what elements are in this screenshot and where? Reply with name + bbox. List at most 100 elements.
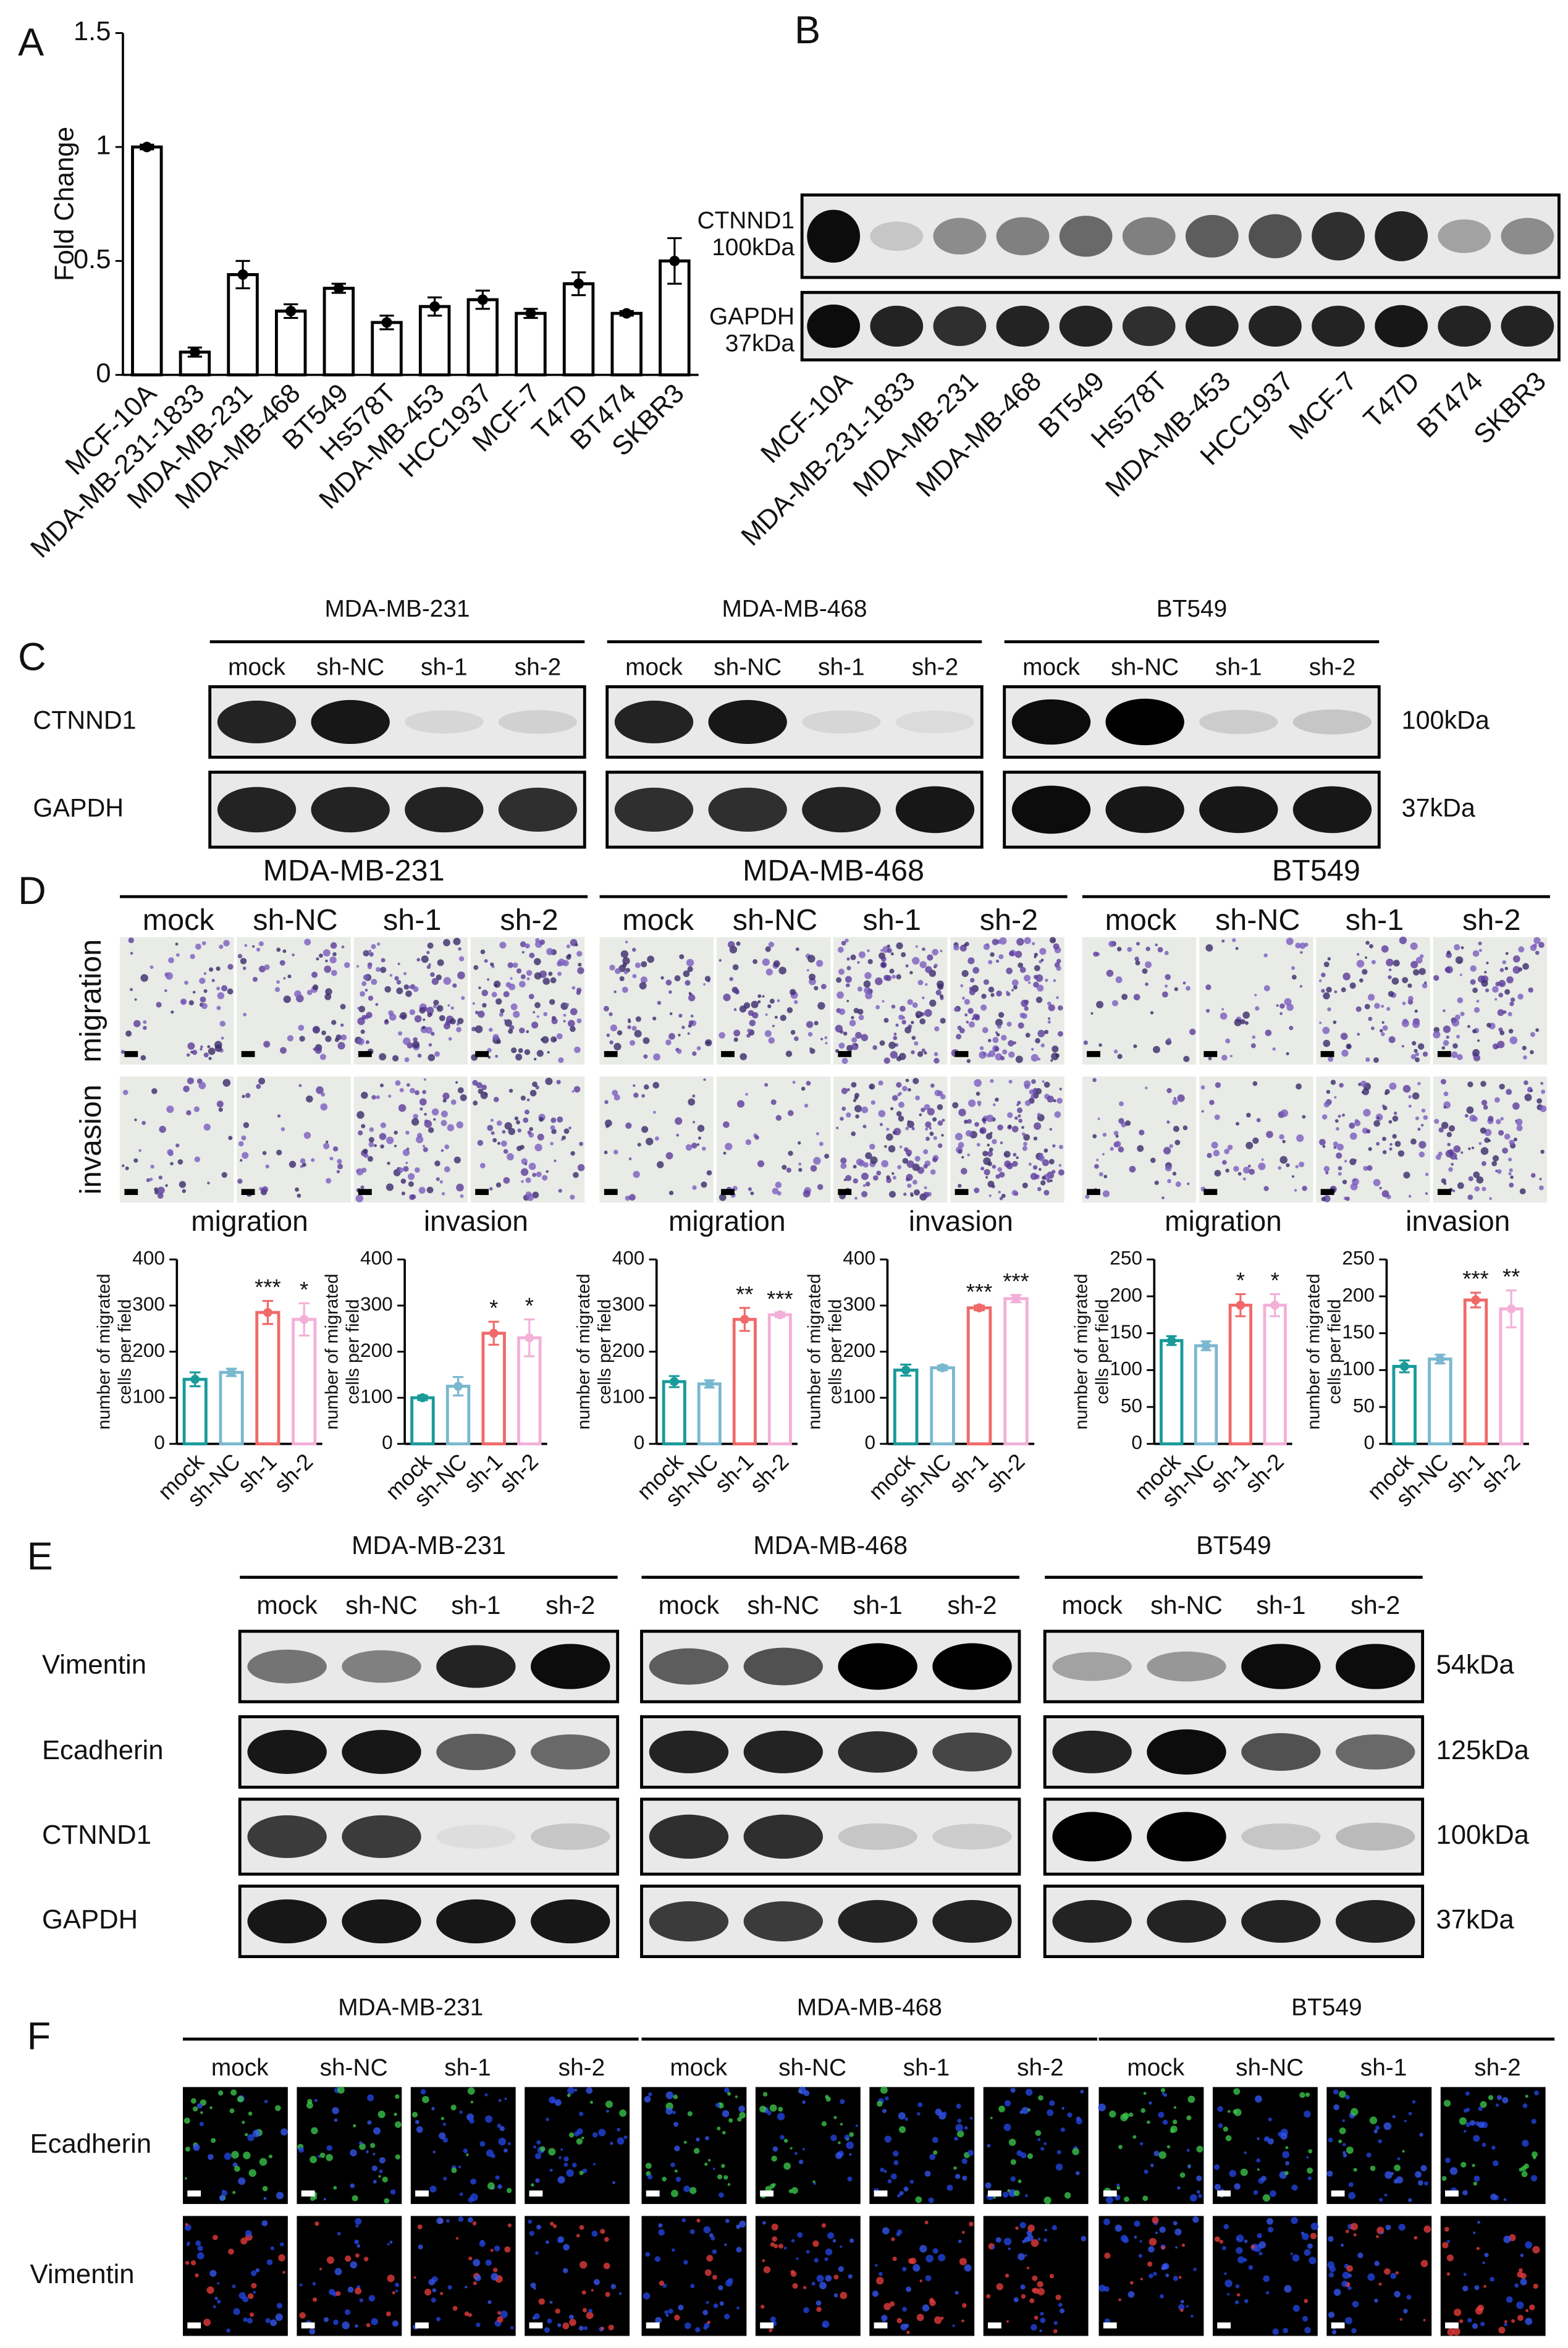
cell	[1321, 1114, 1328, 1120]
cell	[964, 2264, 972, 2272]
cell	[1013, 2297, 1019, 2302]
lane-label: sh-NC	[345, 1591, 418, 1620]
cell	[476, 1082, 483, 1089]
cell	[1134, 957, 1139, 961]
mean-dot	[901, 1366, 911, 1375]
cell	[287, 1035, 294, 1042]
cell	[536, 2224, 541, 2230]
cell	[1523, 1055, 1527, 1060]
cell	[643, 1054, 648, 1059]
tile	[641, 2087, 747, 2204]
cell	[633, 1084, 636, 1087]
cell	[1467, 1024, 1470, 1028]
cell	[242, 1152, 249, 1159]
cell	[1376, 2235, 1379, 2239]
cell	[1024, 1006, 1029, 1011]
cell	[264, 2100, 268, 2104]
cell	[1334, 1096, 1337, 1099]
fluorescence-image	[641, 2087, 747, 2204]
scale-bar	[1103, 2322, 1117, 2329]
cell	[1376, 1142, 1380, 1146]
cell	[934, 1026, 940, 1032]
cell	[300, 1158, 306, 1164]
fluorescence-image	[869, 2216, 975, 2336]
significance: ***	[966, 1279, 992, 1304]
cell	[1473, 2231, 1476, 2234]
blot-gapdh	[800, 290, 1561, 361]
cell	[1165, 2273, 1170, 2278]
cell	[237, 1178, 243, 1184]
cell	[1501, 982, 1504, 986]
cell	[1124, 2196, 1129, 2202]
cell	[849, 2132, 854, 2137]
cell	[1507, 1011, 1512, 1016]
cell	[1027, 2153, 1034, 2160]
cell	[550, 1142, 554, 1146]
cell	[1330, 1079, 1336, 1085]
cell	[719, 2301, 724, 2306]
lane-label: sh-2	[947, 1591, 997, 1620]
cell	[551, 1018, 558, 1024]
cell	[1508, 1172, 1512, 1176]
cell	[555, 2308, 560, 2314]
cell	[925, 2254, 934, 2263]
cell	[1415, 957, 1423, 964]
cell	[1415, 1052, 1420, 1057]
cell	[925, 1127, 929, 1131]
cell	[1026, 2234, 1034, 2242]
cell	[1522, 963, 1529, 970]
band	[802, 710, 881, 734]
cell	[959, 2258, 967, 2266]
cell	[1257, 2168, 1260, 2171]
cell	[150, 1164, 154, 1169]
cell	[892, 2257, 897, 2261]
cell	[525, 1109, 529, 1115]
cell	[1037, 1029, 1045, 1037]
cell	[1536, 1098, 1543, 1104]
cell	[1379, 1186, 1382, 1189]
cell	[1215, 1082, 1221, 1088]
y-axis-label: number of migrated	[574, 1273, 594, 1429]
cell	[678, 1033, 681, 1037]
cell	[988, 1194, 992, 1197]
cell	[1234, 2183, 1241, 2190]
cell	[368, 949, 372, 953]
cell	[569, 2318, 576, 2326]
cell	[1227, 1144, 1233, 1151]
cell	[609, 1012, 613, 1016]
cell	[777, 1191, 782, 1196]
cell	[200, 996, 206, 1003]
cell	[479, 2240, 486, 2247]
cell	[502, 1130, 506, 1134]
cell	[504, 2097, 507, 2100]
cell	[1263, 1186, 1269, 1191]
cell	[474, 1025, 483, 1033]
cell	[783, 2139, 788, 2143]
cell	[199, 2122, 204, 2127]
cell	[187, 1077, 194, 1084]
cell	[1140, 2278, 1143, 2281]
cell	[917, 2102, 923, 2108]
cell	[465, 2286, 468, 2289]
cell	[707, 2159, 711, 2162]
cell	[841, 1087, 848, 1094]
cell	[1116, 947, 1122, 952]
size-label: 37kDa	[1436, 1904, 1514, 1935]
cell	[953, 944, 959, 951]
cell	[1365, 940, 1370, 945]
cell	[1272, 2328, 1279, 2335]
cell	[546, 948, 554, 955]
cell	[1235, 947, 1239, 950]
cell	[1143, 2092, 1147, 2095]
cell	[1035, 974, 1043, 982]
cell	[491, 2273, 499, 2281]
scale-bar	[721, 1051, 735, 1057]
cell	[279, 960, 285, 966]
cell	[416, 958, 421, 962]
cell	[617, 1030, 623, 1036]
cell	[704, 976, 711, 982]
scale-bar	[646, 2322, 660, 2329]
cell	[1490, 2194, 1497, 2200]
mean-dot	[974, 1303, 984, 1312]
cell	[1017, 1107, 1023, 1113]
